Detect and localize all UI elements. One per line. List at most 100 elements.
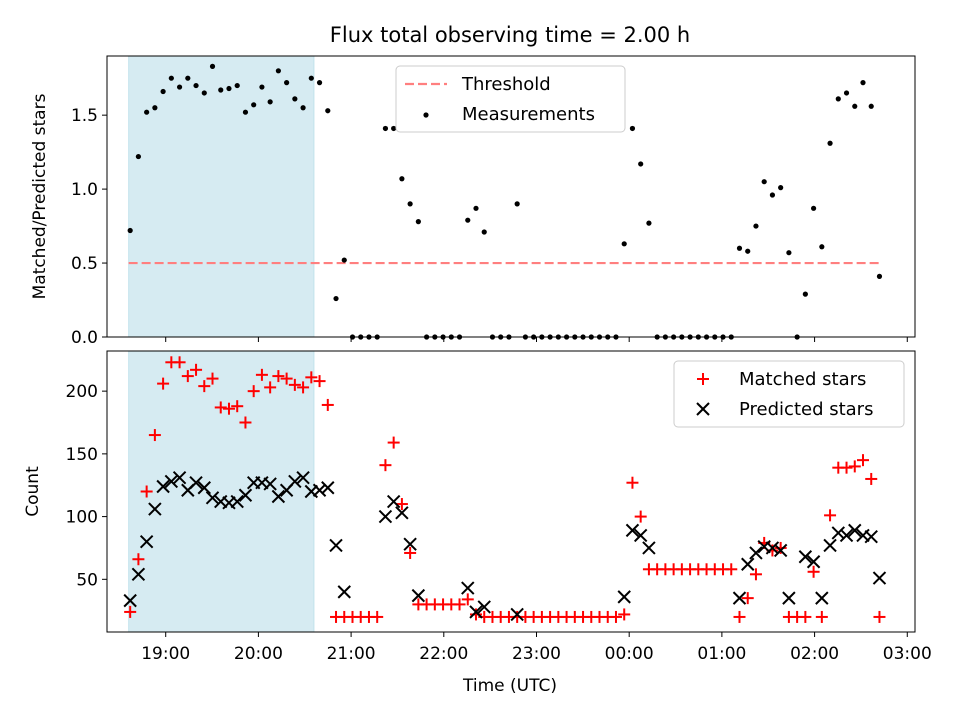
observing-window-shade-top xyxy=(128,55,315,338)
matched-star-point xyxy=(371,610,384,623)
measurement-point xyxy=(300,105,306,111)
matched-star-point xyxy=(321,398,334,411)
predicted-star-point xyxy=(823,538,837,553)
matched-star-point xyxy=(181,370,194,383)
matched-star-point xyxy=(774,541,787,554)
predicted-star-point xyxy=(329,538,343,553)
predicted-star-point xyxy=(288,474,302,489)
predicted-star-point xyxy=(139,534,154,549)
count-panel: 50 100 150 200 19:00 20:00 21:00 22:00 23:00 00:… xyxy=(23,350,932,696)
predicted-star-point xyxy=(749,546,763,560)
y-tick-label: 50 xyxy=(76,570,98,590)
matched-star-point xyxy=(733,610,746,623)
matched-star-point xyxy=(140,485,153,498)
measurement-point xyxy=(802,291,808,297)
measurement-point xyxy=(275,68,281,74)
predicted-star-points xyxy=(123,470,887,622)
x-tick-label: 19:00 xyxy=(141,644,190,664)
predicted-star-point xyxy=(172,470,187,485)
predicted-star-point xyxy=(197,481,211,495)
matched-star-point xyxy=(313,375,326,388)
matched-star-point xyxy=(873,610,886,623)
predicted-star-point xyxy=(815,591,829,605)
predicted-star-point xyxy=(386,494,401,509)
measurement-point xyxy=(127,227,133,234)
predicted-star-point xyxy=(131,567,146,582)
measurement-point xyxy=(193,82,199,89)
measurement-point xyxy=(514,201,520,207)
measurement-point xyxy=(226,85,232,92)
predicted-star-point xyxy=(732,591,747,605)
measurement-point xyxy=(185,75,191,81)
measurement-point xyxy=(638,161,644,167)
matched-star-point xyxy=(231,400,244,413)
measurement-point xyxy=(876,273,883,279)
predicted-star-point xyxy=(271,489,286,504)
measurement-point xyxy=(852,103,858,109)
matched-star-point xyxy=(741,592,754,605)
legend-matched-swatch xyxy=(697,373,709,385)
y-tick-label: 1.0 xyxy=(71,180,98,200)
predicted-star-point xyxy=(806,555,821,569)
measurement-point xyxy=(736,245,743,251)
x-tick-label: 00:00 xyxy=(605,644,654,664)
predicted-star-point xyxy=(378,509,393,524)
measurement-point xyxy=(868,103,874,109)
predicted-star-point xyxy=(230,494,244,509)
matched-star-point xyxy=(626,476,639,489)
predicted-star-point xyxy=(461,581,475,595)
measurement-point xyxy=(382,125,389,132)
measurement-point xyxy=(176,84,183,90)
ratio-y-ticks: 0.0 0.5 1.0 1.5 xyxy=(71,106,107,348)
predicted-star-point xyxy=(864,529,878,544)
y-tick-label: 0.0 xyxy=(71,328,98,348)
predicted-star-point xyxy=(765,541,780,555)
matched-star-point xyxy=(387,436,400,449)
predicted-star-point xyxy=(123,593,137,608)
measurement-point xyxy=(218,87,224,93)
predicted-star-point xyxy=(839,528,854,543)
matched-star-point xyxy=(404,546,417,559)
x-axis-label: Time (UTC) xyxy=(462,676,557,696)
predicted-star-point xyxy=(782,591,796,605)
matched-star-point xyxy=(157,377,170,390)
matched-star-point xyxy=(461,593,474,606)
matched-star-point xyxy=(453,598,466,611)
measurement-point xyxy=(415,219,421,225)
predicted-star-point xyxy=(798,550,813,564)
predicted-star-point xyxy=(617,590,631,604)
measurement-point xyxy=(341,257,347,263)
ratio-axes-frame xyxy=(106,55,916,338)
matched-star-point xyxy=(239,416,252,429)
ratio-panel: 0.0 0.5 1.0 1.5 Matched/Predicted stars Thr… xyxy=(30,55,916,348)
matched-star-point xyxy=(297,381,310,394)
measurement-point xyxy=(481,229,487,235)
matched-star-point xyxy=(255,368,268,381)
matched-star-point xyxy=(190,363,203,376)
predicted-star-point xyxy=(156,479,170,494)
matched-star-point xyxy=(272,370,285,383)
matched-star-point xyxy=(749,568,762,581)
measurement-point xyxy=(168,75,174,81)
measurement-point xyxy=(827,140,833,146)
x-tick-label: 22:00 xyxy=(419,644,468,664)
predicted-star-point xyxy=(848,523,862,538)
measurement-point xyxy=(267,99,273,105)
predicted-star-point xyxy=(642,541,656,555)
measurement-point xyxy=(819,244,825,250)
predicted-star-point xyxy=(189,476,203,490)
predicted-star-point xyxy=(238,488,253,502)
measurement-point xyxy=(160,88,166,95)
y-tick-label: 0.5 xyxy=(71,254,98,274)
y-tick-label: 150 xyxy=(66,445,98,465)
count-y-axis-label: Count xyxy=(23,466,43,517)
x-tick-label: 02:00 xyxy=(790,644,839,664)
measurement-point xyxy=(325,108,331,114)
matched-star-point xyxy=(865,472,878,485)
matched-star-point xyxy=(305,371,318,384)
matched-star-point xyxy=(206,372,219,385)
measurement-point xyxy=(465,217,471,223)
predicted-star-point xyxy=(403,537,417,551)
predicted-star-point xyxy=(148,502,162,516)
